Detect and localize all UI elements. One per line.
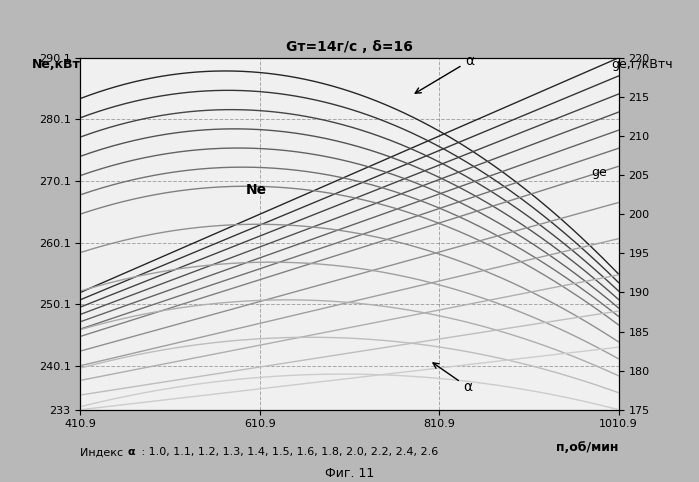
Text: Фиг. 11: Фиг. 11 <box>325 467 374 480</box>
Text: α: α <box>433 363 473 394</box>
Text: Ne: Ne <box>245 183 266 197</box>
Title: Gт=14г/с , δ=16: Gт=14г/с , δ=16 <box>286 40 413 54</box>
Text: α: α <box>128 447 136 457</box>
Text: Ne,кВт: Ne,кВт <box>32 58 81 71</box>
Text: : 1.0, 1.1, 1.2, 1.3, 1.4, 1.5, 1.6, 1.8, 2.0, 2.2, 2.4, 2.6: : 1.0, 1.1, 1.2, 1.3, 1.4, 1.5, 1.6, 1.8… <box>138 447 438 457</box>
Text: п,об/мин: п,об/мин <box>556 442 619 455</box>
Text: ge: ge <box>591 165 607 178</box>
Text: α: α <box>415 54 475 93</box>
Text: ge,г/кВтч: ge,г/кВтч <box>611 58 672 71</box>
Text: Индекс: Индекс <box>80 447 127 457</box>
